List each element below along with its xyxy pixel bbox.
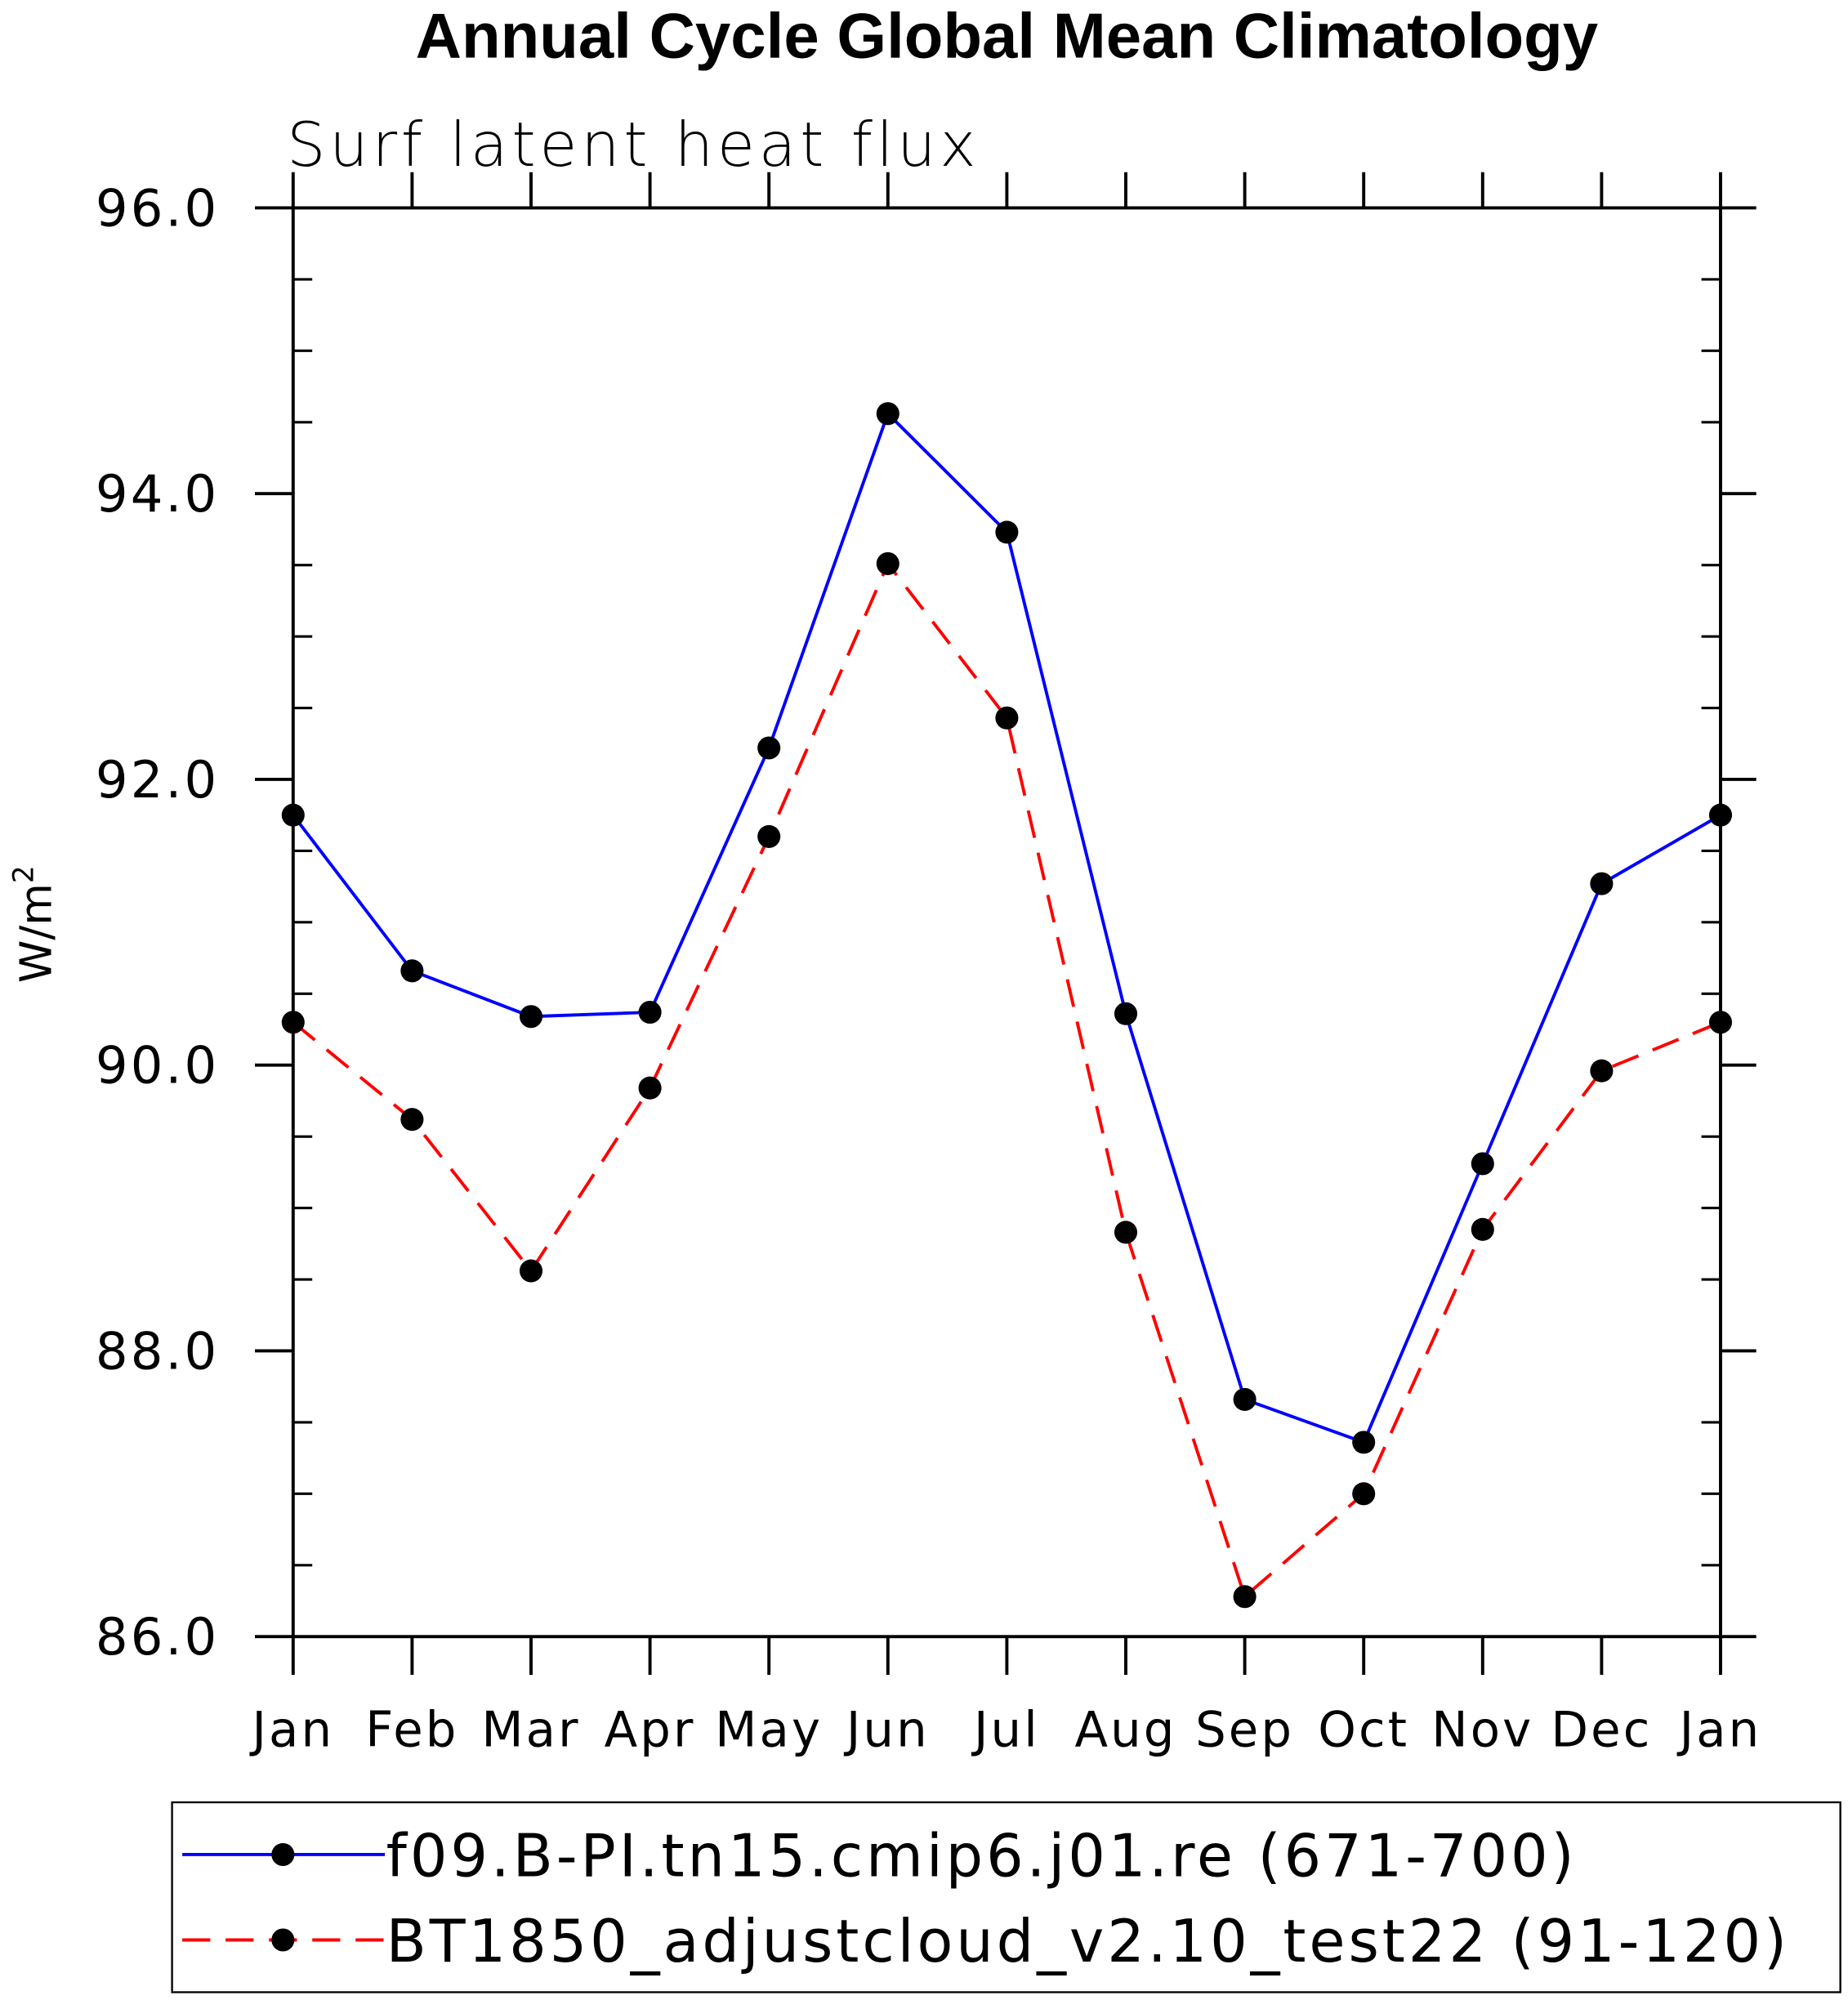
data-point <box>1590 1059 1614 1083</box>
data-point <box>1114 1002 1138 1025</box>
legend-box <box>171 1801 1841 1993</box>
data-point <box>400 1108 424 1132</box>
x-tick-label: Mar <box>481 1701 580 1757</box>
x-tick-label: May <box>715 1701 823 1757</box>
x-tick-label: Jun <box>843 1701 930 1757</box>
data-point <box>757 824 781 848</box>
data-point <box>876 402 899 426</box>
legend-marker <box>271 1928 295 1952</box>
y-tick-label: 88.0 <box>96 1321 219 1381</box>
data-point <box>519 1259 543 1283</box>
data-point <box>281 1011 305 1034</box>
data-point <box>1233 1585 1257 1609</box>
data-point <box>1471 1217 1494 1241</box>
y-tick-label: 92.0 <box>96 750 219 810</box>
x-tick-label: Jan <box>1676 1701 1762 1757</box>
data-point <box>1590 872 1614 895</box>
legend-label: BT1850_adjustcloud_v2.10_test22 (91-120) <box>386 1907 1790 1975</box>
y-axis-label-text: W/m <box>11 883 61 983</box>
x-tick-label: Sep <box>1195 1701 1294 1757</box>
x-tick-label: Oct <box>1318 1701 1409 1757</box>
y-axis-label-superscript: 2 <box>8 865 41 883</box>
data-point <box>1114 1221 1138 1244</box>
x-tick-label: Feb <box>365 1701 458 1757</box>
x-tick-label: Aug <box>1074 1701 1176 1757</box>
series-line <box>292 410 1721 1444</box>
data-point <box>1708 803 1733 827</box>
x-tick-label: Nov <box>1431 1701 1533 1757</box>
data-point <box>1352 1431 1376 1454</box>
data-point <box>995 520 1019 544</box>
x-tick-label: Jan <box>248 1701 334 1757</box>
data-point <box>400 959 424 983</box>
data-point <box>281 803 305 827</box>
legend: f09.B-PI.tn15.cmip6.j01.re (671-700) BT18… <box>171 1801 1841 1993</box>
data-point <box>638 1076 662 1100</box>
y-axis-label: W/m2 <box>8 865 62 983</box>
legend-marker <box>271 1842 295 1867</box>
x-tick-label: Apr <box>605 1701 696 1757</box>
data-point <box>1352 1482 1376 1506</box>
data-point <box>995 706 1019 730</box>
plot-frame <box>291 206 1722 1639</box>
data-point <box>1708 1011 1733 1034</box>
legend-label: f09.B-PI.tn15.cmip6.j01.re (671-700) <box>386 1822 1578 1891</box>
data-point <box>519 1005 543 1029</box>
y-tick-label: 90.0 <box>96 1036 219 1096</box>
chart-subtitle: Surf latent heat flux <box>287 109 980 181</box>
data-point <box>1471 1152 1494 1176</box>
data-point <box>1233 1387 1257 1411</box>
data-point <box>876 551 899 575</box>
x-tick-label: Jul <box>971 1701 1040 1757</box>
y-tick-label: 86.0 <box>96 1607 219 1667</box>
x-tick-label: Dec <box>1551 1701 1652 1757</box>
data-point <box>757 736 781 760</box>
y-tick-label: 94.0 <box>96 464 219 524</box>
y-tick-label: 96.0 <box>96 178 219 238</box>
series-1 <box>281 402 1733 1454</box>
data-point <box>638 1000 662 1025</box>
chart-title: Annual Cycle Global Mean Climatology <box>416 0 1599 71</box>
series-2 <box>281 551 1733 1609</box>
